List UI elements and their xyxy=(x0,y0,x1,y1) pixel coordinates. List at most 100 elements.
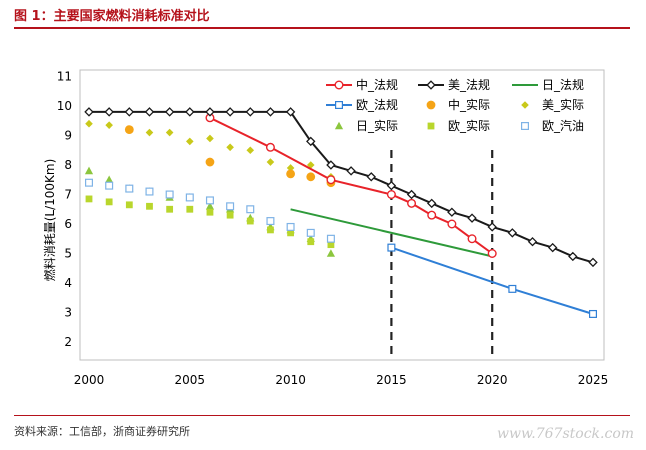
x-tick-label: 2015 xyxy=(376,373,407,387)
data-point xyxy=(105,198,113,206)
data-point xyxy=(105,175,114,184)
data-point xyxy=(267,226,274,234)
data-point xyxy=(588,309,597,318)
data-point xyxy=(124,125,134,134)
legend-swatch-marker xyxy=(426,100,436,110)
series-欧_实际 xyxy=(85,195,335,249)
legend-item: 日_实际 xyxy=(334,118,398,133)
chart-legend: 中_法规 美_法规 日_法规欧_法规 中_实际 美_实际日_实际 欧_实际 欧_汽油 xyxy=(318,74,602,136)
legend-label: 中_法规 xyxy=(356,77,398,92)
data-point xyxy=(326,175,336,185)
data-point xyxy=(164,107,175,117)
legend-swatch-marker xyxy=(427,122,435,130)
data-point xyxy=(285,107,296,117)
data-point xyxy=(105,121,113,129)
legend-swatch-marker xyxy=(334,80,344,90)
legend-item: 欧_法规 xyxy=(326,97,398,112)
data-point xyxy=(568,251,578,262)
data-point xyxy=(226,143,234,152)
legend-label: 美_实际 xyxy=(542,97,584,112)
data-point xyxy=(205,157,215,167)
title-divider xyxy=(14,27,630,29)
series-layer xyxy=(84,107,598,318)
x-tick-label: 2010 xyxy=(275,373,306,387)
data-point xyxy=(205,107,215,117)
y-tick-label: 8 xyxy=(64,158,72,172)
data-point xyxy=(144,107,155,117)
data-point xyxy=(266,217,275,226)
watermark: www.767stock.com xyxy=(497,426,635,442)
legend-swatch-marker xyxy=(426,80,436,90)
legend-item: 美_法规 xyxy=(418,77,490,92)
y-tick-label: 2 xyxy=(64,335,72,349)
data-point xyxy=(507,228,518,238)
y-tick-label: 7 xyxy=(64,188,72,202)
y-tick-label: 3 xyxy=(64,306,72,320)
data-point xyxy=(386,180,397,191)
data-point xyxy=(225,107,235,117)
legend-item: 美_实际 xyxy=(521,97,584,112)
data-point xyxy=(226,202,235,211)
legend-item: 中_法规 xyxy=(326,77,398,92)
data-point xyxy=(287,229,294,237)
data-point xyxy=(146,202,153,210)
data-point xyxy=(286,164,295,172)
data-point xyxy=(84,178,93,187)
data-point xyxy=(205,196,214,205)
data-point xyxy=(166,205,174,213)
data-point xyxy=(508,284,517,293)
source-note: 资料来源：工信部，浙商证券研究所 xyxy=(14,425,190,438)
x-tick-label: 2020 xyxy=(477,373,508,387)
data-point xyxy=(387,243,396,252)
y-axis-ticks: 2 3 4 5 6 7 8 9 10 11 xyxy=(57,70,72,350)
data-point xyxy=(467,213,477,223)
data-point xyxy=(306,228,315,237)
data-point xyxy=(124,107,135,117)
data-point xyxy=(125,201,133,209)
legend-label: 欧_法规 xyxy=(356,97,398,112)
data-point xyxy=(588,257,598,268)
x-tick-label: 2000 xyxy=(74,373,105,387)
data-point xyxy=(145,187,154,196)
legend-item: 日_法规 xyxy=(512,77,584,92)
data-point xyxy=(306,161,315,169)
data-point xyxy=(527,236,538,247)
data-point xyxy=(185,107,195,117)
data-point xyxy=(286,222,295,231)
legend-swatch-marker xyxy=(334,121,344,130)
legend-label: 日_实际 xyxy=(356,118,398,133)
figure-title: 图 1：主要国家燃料消耗标准对比 xyxy=(14,9,210,24)
data-point xyxy=(85,119,93,128)
data-point xyxy=(265,107,276,117)
x-tick-label: 2005 xyxy=(175,373,206,387)
data-point xyxy=(185,193,194,202)
data-point xyxy=(467,234,477,244)
y-tick-label: 10 xyxy=(57,99,72,113)
data-point xyxy=(165,190,174,199)
data-point xyxy=(226,211,234,219)
data-point xyxy=(427,210,437,220)
legend-label: 欧_实际 xyxy=(448,118,490,133)
data-point xyxy=(307,238,315,246)
data-point xyxy=(286,169,295,179)
data-point xyxy=(346,166,356,176)
data-point xyxy=(85,195,93,203)
data-point xyxy=(547,242,558,253)
data-point xyxy=(186,205,194,213)
data-point xyxy=(205,202,215,210)
y-tick-label: 11 xyxy=(57,70,72,84)
legend-label: 日_法规 xyxy=(542,77,584,92)
y-tick-label: 6 xyxy=(64,217,72,231)
data-point xyxy=(306,136,316,147)
data-point xyxy=(487,248,497,258)
legend-label: 中_实际 xyxy=(448,97,490,112)
y-tick-label: 5 xyxy=(64,247,72,261)
legend-box xyxy=(318,74,602,136)
data-point xyxy=(186,137,194,146)
data-point xyxy=(206,208,214,216)
legend-item: 欧_实际 xyxy=(427,118,490,133)
data-point xyxy=(265,142,275,152)
data-point xyxy=(447,207,457,217)
data-point xyxy=(306,172,316,182)
y-tick-label: 9 xyxy=(64,129,72,143)
